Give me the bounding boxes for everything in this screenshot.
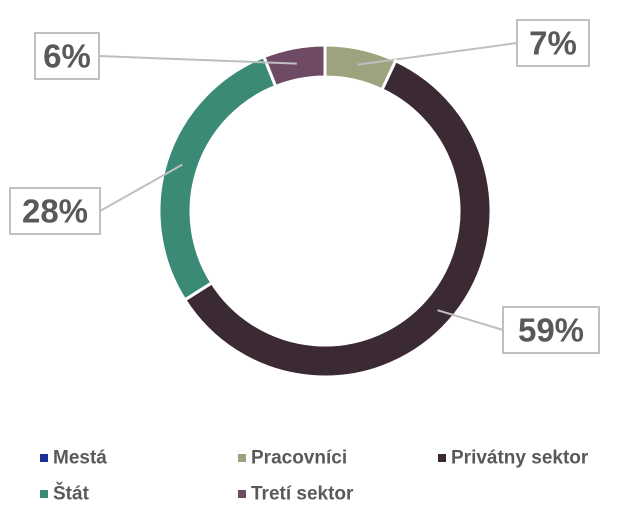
leader-line xyxy=(357,42,518,66)
data-label: 7% xyxy=(529,25,577,62)
legend-marker xyxy=(238,490,246,498)
legend-label: Pracovníci xyxy=(251,448,347,469)
legend-label: Štát xyxy=(53,483,90,505)
donut-slice xyxy=(157,54,278,303)
leader-line xyxy=(437,309,504,331)
label-box xyxy=(502,306,600,354)
legend-label: Mestá xyxy=(53,448,107,469)
leader-line xyxy=(99,163,183,212)
legend-label: Tretí sektor xyxy=(251,484,354,505)
legend-marker xyxy=(40,490,48,498)
legend-marker xyxy=(238,454,246,462)
label-box xyxy=(516,19,590,67)
legend-label: Privátny sektor xyxy=(451,448,589,469)
donut-slice xyxy=(261,43,327,89)
data-label: 59% xyxy=(518,312,584,349)
donut-slice xyxy=(182,58,493,379)
data-label: 6% xyxy=(43,38,91,75)
leader-line xyxy=(98,55,297,65)
data-label: 28% xyxy=(22,193,88,230)
legend-marker xyxy=(438,454,446,462)
label-box xyxy=(9,187,101,235)
legend-marker xyxy=(40,454,48,462)
label-box xyxy=(34,32,100,80)
